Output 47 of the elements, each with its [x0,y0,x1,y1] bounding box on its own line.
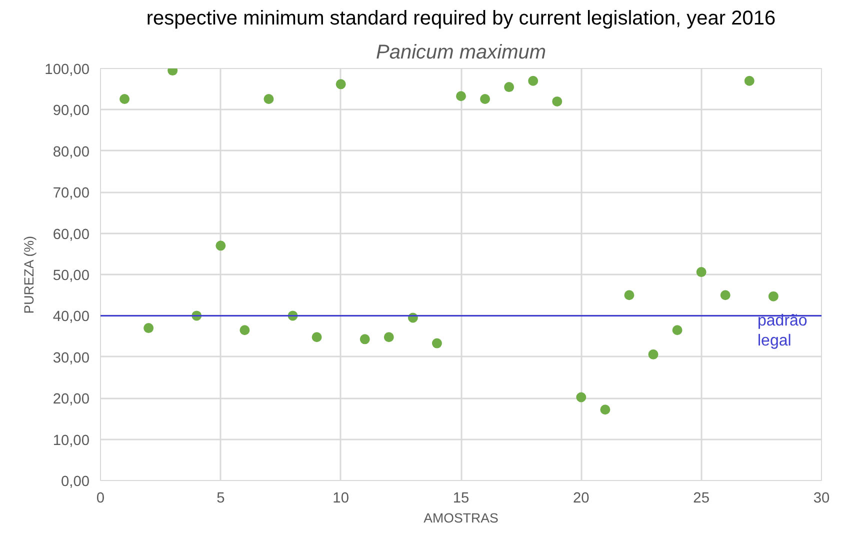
point [648,349,658,360]
point [672,325,682,336]
x-tick-label: 10 [332,490,349,506]
x-axis-title: AMOSTRAS [424,510,499,526]
point [720,290,730,300]
point [504,82,514,92]
point [528,76,538,86]
x-tick-label: 5 [216,490,225,506]
y-tick-label: 90,00 [52,103,90,120]
point [576,392,586,402]
x-tick-label: 25 [693,490,710,506]
point [264,94,274,104]
point [768,291,778,302]
x-tick-label: 30 [813,490,830,506]
y-tick-label: 10,00 [52,432,90,449]
point [480,94,490,104]
text: respective minimum standard required by current legislation, year 2016 [146,8,776,30]
point [600,404,610,415]
point [456,91,466,102]
point [624,290,634,300]
point [432,338,442,348]
y-tick-label: 40,00 [52,309,90,326]
point [336,79,346,90]
x-tick-label: 15 [452,490,470,506]
y-tick-label: 80,00 [52,144,90,160]
y-tick-label: 70,00 [52,186,90,202]
y-tick-label: 20,00 [52,392,90,408]
point [384,332,394,342]
point [144,323,154,334]
point [312,332,322,342]
y-tick-label: 30,00 [52,350,90,366]
y-tick-label: 50,00 [52,268,90,284]
point [240,325,250,336]
y-tick-label: 100,00 [44,62,90,78]
point [360,334,370,344]
point [216,240,226,251]
y-tick-label: 60,00 [52,226,90,243]
point [120,94,130,104]
x-tick-label: 20 [573,490,590,506]
y-axis-title: PUREZA (%) [22,236,37,314]
y-tick-label: 0,00 [60,474,90,490]
ref-line-label: padrão legal [758,312,808,350]
point [552,96,562,106]
x-tick-label: 0 [96,490,105,506]
point [696,267,706,278]
point [744,76,754,86]
chart-title: Panicum maximum [376,42,546,64]
